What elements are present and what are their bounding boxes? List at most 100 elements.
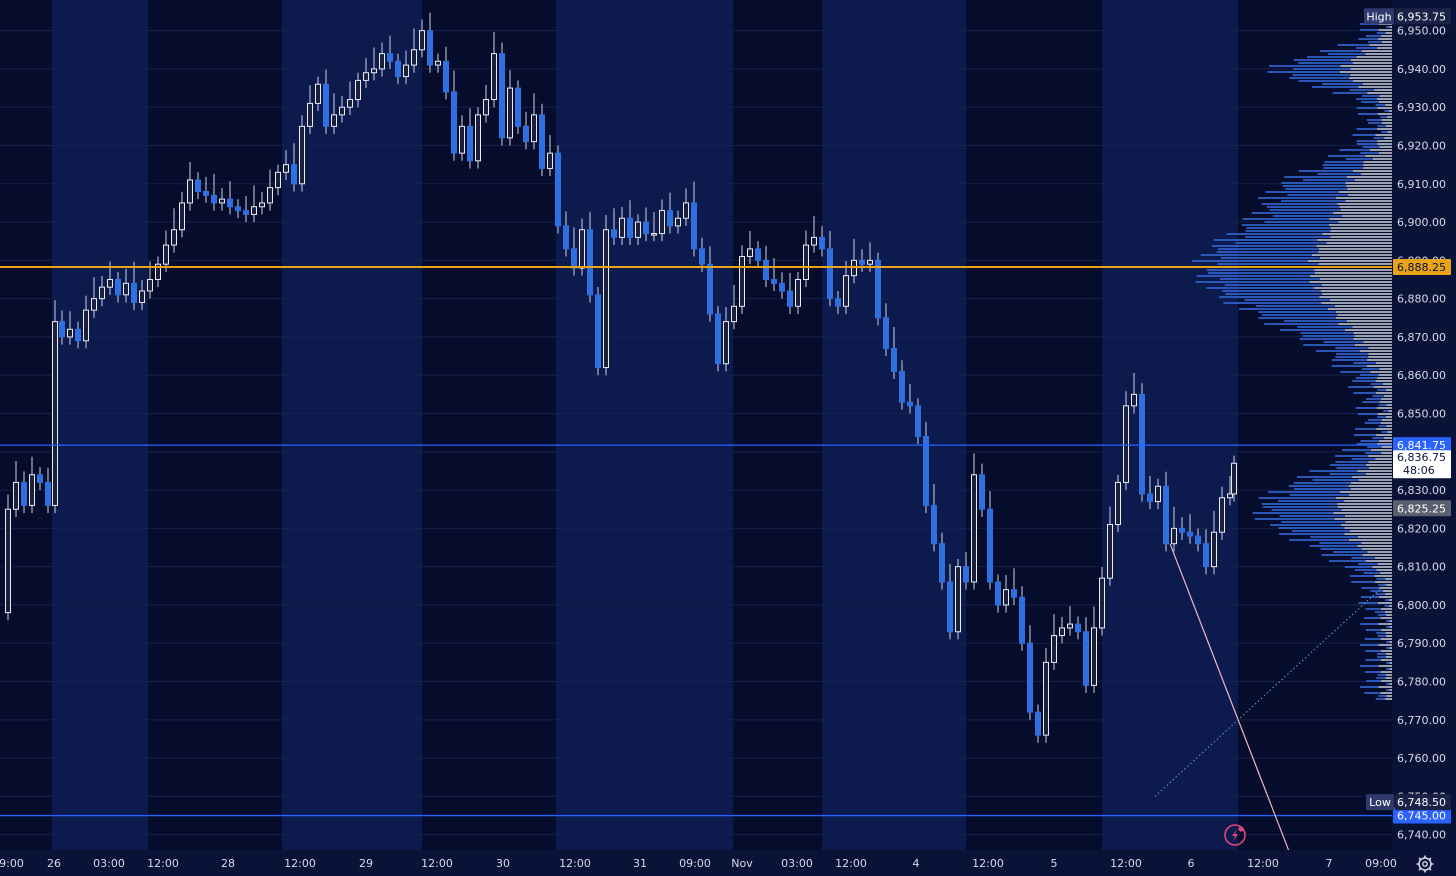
lightning-alert-icon[interactable] — [1224, 824, 1246, 846]
candle — [667, 210, 673, 227]
trend-lines[interactable] — [1154, 543, 1393, 855]
candle — [507, 87, 513, 139]
profile-bar — [1264, 221, 1339, 223]
price-tick-label: 6,740.00 — [1397, 829, 1446, 842]
profile-bar — [1241, 224, 1329, 226]
profile-bar — [1318, 251, 1392, 253]
profile-bar — [1375, 593, 1386, 595]
profile-bar — [1375, 392, 1392, 394]
candle — [907, 401, 913, 407]
price-axis-bg[interactable] — [1392, 0, 1456, 850]
profile-bar — [1370, 590, 1383, 592]
profile-bar — [1386, 614, 1392, 616]
profile-bar — [1365, 464, 1392, 466]
profile-bar — [1377, 656, 1386, 658]
profile-bar — [1281, 200, 1346, 202]
profile-bar — [1374, 581, 1392, 583]
time-tick-label: 29 — [359, 857, 373, 870]
profile-bar — [1384, 110, 1389, 112]
profile-bar — [1378, 584, 1387, 586]
profile-bar — [1354, 179, 1392, 181]
profile-bar — [1268, 491, 1341, 493]
candle — [555, 152, 561, 227]
profile-bar — [1375, 134, 1392, 136]
profile-bar — [1324, 161, 1364, 163]
profile-bar — [1226, 233, 1323, 235]
profile-bar — [1371, 449, 1392, 451]
profile-bar — [1352, 170, 1392, 172]
profile-bar — [1384, 611, 1392, 613]
time-axis[interactable]: 09:00 26 03:00 12:00 28 12:00 29 12:00 30 12:00 31… — [0, 857, 1397, 870]
profile-bar — [1327, 155, 1366, 157]
candle — [459, 125, 465, 154]
profile-bar — [1377, 140, 1392, 142]
profile-bar — [1356, 98, 1377, 100]
gear-icon[interactable] — [1416, 855, 1434, 873]
profile-bar — [1344, 500, 1392, 502]
candle — [515, 87, 521, 127]
candle — [107, 279, 113, 288]
profile-bar — [1338, 191, 1392, 193]
time-axis-bg[interactable] — [0, 850, 1456, 876]
candle — [1051, 635, 1057, 663]
profile-bar — [1314, 272, 1392, 274]
profile-bar — [1350, 68, 1392, 70]
candle — [843, 275, 849, 307]
profile-bar — [1357, 413, 1378, 415]
horizontal-lines[interactable] — [0, 266, 1392, 817]
profile-bar — [1385, 389, 1392, 391]
profile-bar — [1332, 92, 1368, 94]
profile-bar — [1374, 89, 1392, 91]
profile-bar — [1252, 512, 1334, 514]
profile-bar — [1336, 467, 1369, 469]
profile-bar — [1245, 230, 1331, 232]
profile-bar — [1302, 335, 1355, 337]
candle — [1227, 493, 1233, 499]
profile-bar — [1261, 503, 1338, 505]
profile-bar — [1348, 194, 1392, 196]
profile-bar — [1298, 170, 1353, 172]
profile-bar — [1380, 572, 1392, 574]
profile-bar — [1251, 212, 1334, 214]
candle — [587, 229, 593, 296]
candle — [443, 60, 449, 93]
profile-bar — [1386, 626, 1390, 628]
profile-bar — [1363, 341, 1392, 343]
profile-bar — [1353, 362, 1376, 364]
profile-bar — [1386, 647, 1390, 649]
profile-bar — [1376, 98, 1392, 100]
profile-bar — [1365, 473, 1392, 475]
profile-bar — [1337, 506, 1392, 508]
profile-bar — [1319, 296, 1392, 298]
profile-bar — [1366, 365, 1392, 367]
profile-bar — [1360, 350, 1392, 352]
profile-bar — [1222, 290, 1321, 292]
profile-bar — [1314, 287, 1392, 289]
profile-bar — [1385, 578, 1392, 580]
profile-bar — [1303, 179, 1355, 181]
session-band — [282, 0, 422, 850]
price-tick-label: 6,800.00 — [1397, 599, 1446, 612]
profile-bar — [1284, 320, 1347, 322]
profile-bar — [1361, 587, 1380, 589]
profile-bar — [1322, 83, 1363, 85]
profile-bar — [1389, 641, 1392, 643]
profile-bar — [1280, 329, 1345, 331]
profile-bar — [1352, 134, 1376, 136]
profile-bar — [1356, 56, 1392, 58]
profile-bar — [1285, 188, 1348, 190]
candle — [1123, 405, 1129, 483]
profile-bar — [1360, 665, 1379, 667]
price-tag-label: 6,888.25 — [1397, 261, 1446, 274]
low-title: Low — [1369, 796, 1391, 809]
profile-bar — [1359, 623, 1379, 625]
profile-bar — [1389, 626, 1392, 628]
profile-bar — [1207, 272, 1315, 274]
profile-bar — [1309, 470, 1358, 472]
profile-bar — [1279, 515, 1345, 517]
price-tick-label: 6,830.00 — [1397, 484, 1446, 497]
profile-bar — [1380, 659, 1392, 661]
price-tick-label: 6,810.00 — [1397, 561, 1446, 574]
candle — [307, 102, 313, 127]
